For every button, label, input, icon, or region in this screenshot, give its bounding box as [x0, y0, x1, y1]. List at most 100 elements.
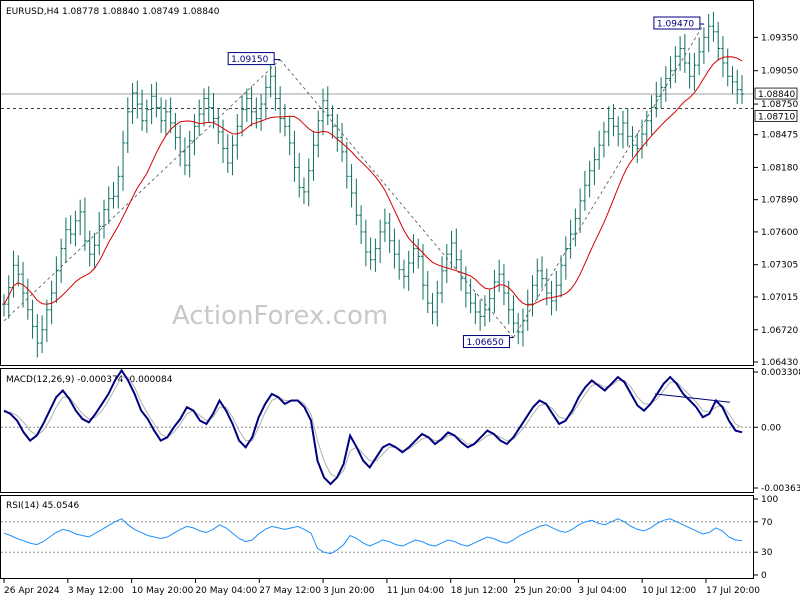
price-tick-label: 1.07305 — [761, 261, 798, 271]
rsi-title: RSI(14) 45.0546 — [6, 501, 79, 511]
price-bar — [644, 110, 649, 147]
price-bar — [454, 228, 459, 270]
price-bar — [497, 259, 502, 292]
price-bar — [221, 119, 226, 163]
price-title: EURUSD,H4 1.08778 1.08840 1.08749 1.0884… — [6, 7, 220, 17]
price-bar — [59, 238, 64, 284]
price-bar — [130, 82, 135, 125]
price-bar — [406, 250, 411, 291]
price-bar — [611, 104, 616, 137]
price-bar — [554, 270, 559, 311]
x-tick-label: 11 Jun 04:00 — [387, 586, 444, 596]
price-bar — [387, 213, 392, 254]
price-bar — [740, 75, 744, 105]
price-bar — [635, 132, 640, 163]
price-bar — [440, 256, 445, 304]
x-tick-label: 17 Jul 20:00 — [706, 586, 760, 596]
price-tick-label: 1.09350 — [761, 33, 798, 43]
price-bar — [63, 217, 68, 264]
price-bar — [649, 95, 654, 136]
price-bar — [687, 52, 692, 89]
x-tick-label: 10 May 20:00 — [132, 586, 194, 596]
price-bar — [606, 106, 611, 147]
price-bar — [668, 56, 673, 89]
price-bar — [140, 89, 145, 131]
price-bar — [240, 95, 245, 137]
price-bar — [306, 158, 311, 207]
price-bar — [6, 275, 11, 319]
price-bar — [68, 215, 73, 245]
price-bar — [697, 37, 702, 76]
x-tick-label: 26 Apr 2024 — [4, 586, 60, 596]
price-tick-label: 1.07890 — [761, 196, 798, 206]
price-bar — [35, 314, 40, 358]
price-bar — [435, 280, 440, 327]
price-bar — [592, 147, 597, 186]
x-tick-label: 27 May 12:00 — [259, 586, 321, 596]
price-bar — [692, 52, 697, 91]
price-bar — [378, 219, 383, 264]
rsi-line — [3, 518, 743, 555]
price-bar — [449, 230, 454, 269]
price-bar — [663, 66, 668, 102]
price-bar — [263, 75, 268, 119]
price-bar — [582, 170, 587, 211]
price-tick-label: 1.08475 — [761, 131, 798, 141]
rsi-panel — [0, 495, 754, 579]
x-tick-label: 20 May 04:00 — [195, 586, 257, 596]
price-bar — [711, 11, 716, 42]
macd-panel — [0, 368, 754, 493]
price-bar — [559, 255, 564, 298]
price-bar — [330, 105, 335, 139]
price-bar — [411, 234, 416, 274]
price-bar — [187, 130, 192, 178]
price-bar — [682, 34, 687, 73]
price-bar — [616, 116, 621, 147]
price-bar — [292, 130, 297, 182]
price-bar — [525, 289, 530, 331]
price-bar — [282, 104, 287, 137]
moving-average-line — [3, 56, 743, 306]
price-bar — [706, 14, 711, 52]
price-bar — [354, 178, 359, 226]
price-tick-label: 1.07015 — [761, 293, 798, 303]
callout-label: 1.09470 — [657, 20, 694, 30]
price-bar — [40, 315, 45, 354]
x-axis: 26 Apr 2024 3 May 12:00 10 May 20:00 20 May… — [3, 579, 760, 596]
price-bar — [659, 77, 664, 109]
price-bar — [30, 299, 35, 339]
price-bar — [125, 97, 130, 153]
price-bar — [206, 86, 211, 122]
price-bar — [511, 295, 516, 334]
price-bar — [144, 99, 149, 133]
price-bar — [178, 125, 183, 167]
rsi-tick-label: 100 — [761, 495, 778, 505]
price-bar — [363, 219, 368, 267]
price-bar — [92, 233, 97, 269]
price-trendline — [513, 23, 705, 338]
price-bar — [678, 36, 683, 71]
callout-label: 1.06650 — [466, 338, 503, 348]
price-bar — [473, 293, 478, 325]
price-bar — [463, 266, 468, 308]
price-bar — [487, 288, 492, 322]
price-bar — [535, 258, 540, 300]
price-bar — [587, 160, 592, 198]
price-callouts: 1.09150 1.06650 1.09470 — [227, 16, 704, 349]
price-tick-label: 1.07600 — [761, 228, 798, 238]
price-bar — [73, 210, 78, 247]
price-bar — [173, 112, 178, 150]
price-bar — [544, 268, 549, 306]
price-tag-box — [754, 110, 798, 122]
price-bar — [25, 278, 30, 320]
price-bar — [416, 238, 421, 269]
price-bar — [321, 88, 326, 136]
price-bar — [368, 237, 373, 270]
price-bar — [192, 114, 197, 156]
price-bar — [335, 114, 340, 152]
price-bar — [249, 86, 254, 127]
price-bar — [168, 97, 173, 133]
price-bar — [359, 205, 364, 245]
price-bar — [478, 299, 483, 331]
rsi-levels — [1, 521, 753, 553]
